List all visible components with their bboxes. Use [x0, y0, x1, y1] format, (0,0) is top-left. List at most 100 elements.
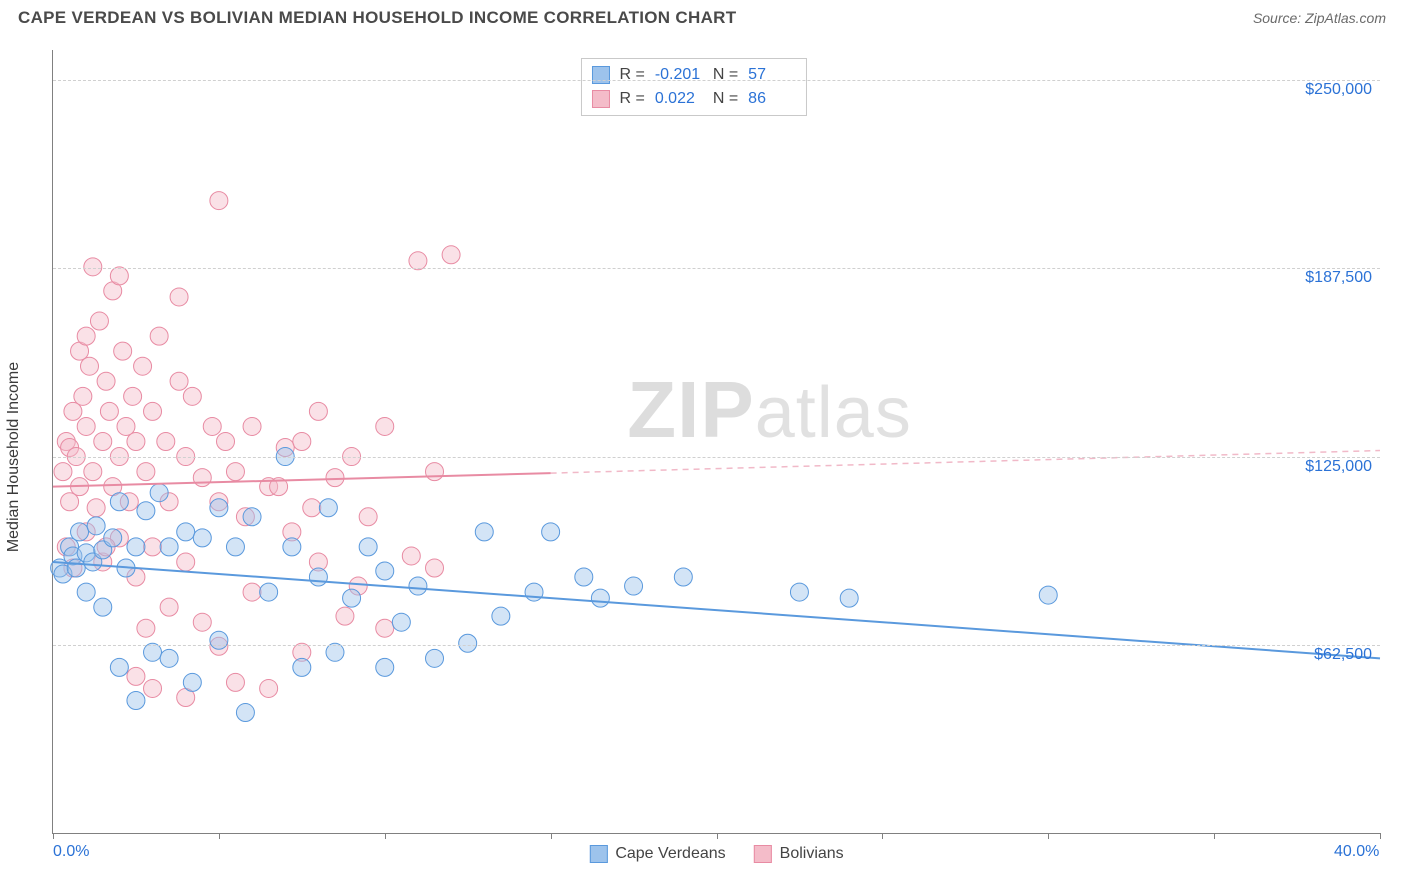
data-point	[144, 643, 162, 661]
data-point	[236, 704, 254, 722]
stats-swatch	[591, 66, 609, 84]
data-point	[492, 607, 510, 625]
legend-swatch	[754, 845, 772, 863]
data-point	[203, 417, 221, 435]
data-point	[303, 499, 321, 517]
data-point	[1039, 586, 1057, 604]
data-point	[359, 508, 377, 526]
data-point	[110, 658, 128, 676]
data-point	[87, 517, 105, 535]
data-point	[309, 568, 327, 586]
data-point	[100, 402, 118, 420]
data-point	[170, 288, 188, 306]
data-point	[283, 538, 301, 556]
data-point	[144, 679, 162, 697]
data-point	[54, 463, 72, 481]
y-axis-label: Median Household Income	[5, 362, 23, 552]
data-point	[226, 463, 244, 481]
data-point	[525, 583, 543, 601]
legend-item: Bolivians	[754, 845, 844, 863]
legend-item: Cape Verdeans	[589, 845, 725, 863]
data-point	[77, 417, 95, 435]
data-point	[144, 538, 162, 556]
data-point	[591, 589, 609, 607]
data-point	[293, 433, 311, 451]
data-point	[114, 342, 132, 360]
legend-label: Cape Verdeans	[615, 845, 725, 863]
data-point	[326, 469, 344, 487]
plot-svg	[53, 50, 1380, 833]
y-tick-label: $250,000	[1305, 81, 1372, 99]
data-point	[71, 523, 89, 541]
data-point	[177, 553, 195, 571]
data-point	[193, 469, 211, 487]
data-point	[127, 538, 145, 556]
data-point	[183, 673, 201, 691]
data-point	[210, 192, 228, 210]
data-point	[336, 607, 354, 625]
data-point	[359, 538, 377, 556]
stat-r-value: 0.022	[655, 87, 703, 111]
data-point	[542, 523, 560, 541]
data-point	[840, 589, 858, 607]
legend-label: Bolivians	[780, 845, 844, 863]
data-point	[127, 691, 145, 709]
data-point	[170, 372, 188, 390]
data-point	[137, 463, 155, 481]
data-point	[217, 433, 235, 451]
data-point	[293, 658, 311, 676]
source-label: Source: ZipAtlas.com	[1253, 10, 1386, 26]
data-point	[74, 387, 92, 405]
data-point	[94, 598, 112, 616]
data-point	[260, 583, 278, 601]
data-point	[104, 529, 122, 547]
stat-r-label: R =	[619, 63, 644, 87]
data-point	[84, 258, 102, 276]
data-point	[177, 523, 195, 541]
stats-row: R =0.022N =86	[591, 87, 796, 111]
data-point	[127, 667, 145, 685]
data-point	[409, 252, 427, 270]
gridline	[53, 80, 1380, 81]
data-point	[326, 643, 344, 661]
y-tick-label: $62,500	[1314, 646, 1372, 664]
data-point	[134, 357, 152, 375]
data-point	[137, 619, 155, 637]
data-point	[376, 562, 394, 580]
y-tick-label: $125,000	[1305, 458, 1372, 476]
data-point	[193, 613, 211, 631]
data-point	[426, 559, 444, 577]
plot-area: ZIPatlas R =-0.201N =57R =0.022N =86 Cap…	[52, 50, 1380, 834]
data-point	[210, 631, 228, 649]
data-point	[309, 402, 327, 420]
data-point	[137, 502, 155, 520]
data-point	[226, 538, 244, 556]
data-point	[160, 598, 178, 616]
data-point	[110, 267, 128, 285]
data-point	[160, 538, 178, 556]
x-tick-label: 0.0%	[53, 843, 89, 861]
data-point	[674, 568, 692, 586]
data-point	[426, 649, 444, 667]
stat-n-label: N =	[713, 63, 738, 87]
data-point	[77, 327, 95, 345]
data-point	[160, 649, 178, 667]
stat-n-value: 57	[748, 63, 796, 87]
data-point	[376, 417, 394, 435]
x-tick	[385, 833, 386, 839]
data-point	[90, 312, 108, 330]
stat-r-value: -0.201	[655, 63, 703, 87]
data-point	[97, 372, 115, 390]
legend-swatch	[589, 845, 607, 863]
stat-r-label: R =	[619, 87, 644, 111]
data-point	[376, 658, 394, 676]
data-point	[392, 613, 410, 631]
data-point	[144, 402, 162, 420]
data-point	[426, 463, 444, 481]
x-tick	[219, 833, 220, 839]
data-point	[319, 499, 337, 517]
data-point	[243, 583, 261, 601]
trend-line	[53, 473, 551, 487]
data-point	[442, 246, 460, 264]
data-point	[243, 417, 261, 435]
